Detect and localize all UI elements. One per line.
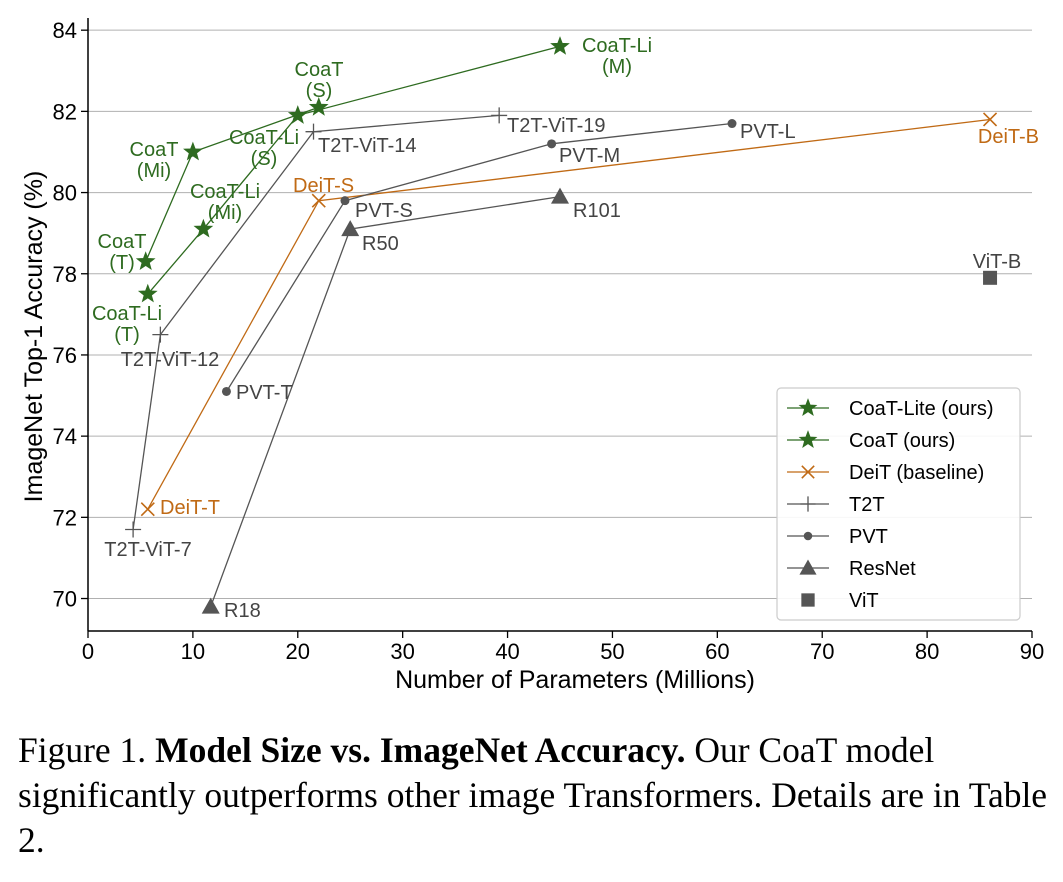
label-vit-b: ViT-B <box>973 251 1022 273</box>
point-r101 <box>551 187 569 204</box>
legend-label-vit: ViT <box>849 590 879 612</box>
label-deit-b: DeiT-B <box>978 126 1039 148</box>
y-axis-title: ImageNet Top-1 Accuracy (%) <box>20 171 48 503</box>
tick-label-y-74: 74 <box>53 424 77 449</box>
label-deit-t: DeiT-T <box>160 497 220 519</box>
figure-caption: Figure 1. Model Size vs. ImageNet Accura… <box>18 728 1053 863</box>
label-pvt-l: PVT-L <box>740 121 796 143</box>
point-vit-b <box>983 270 998 285</box>
point-deit-b <box>982 112 998 127</box>
label-coat-s: CoaT (S) <box>295 59 344 102</box>
caption-bold-title: Model Size vs. ImageNet Accuracy. <box>155 730 686 770</box>
tick-label-x-20: 20 <box>286 639 310 664</box>
legend-marker-t2t <box>800 496 816 512</box>
label-pvt-t: PVT-T <box>236 382 293 404</box>
point-t2t-vit-19 <box>491 107 508 124</box>
accuracy-vs-params-chart: 70 72 74 76 78 80 82 84 0 10 20 30 40 50 60 70 80 90 Numbe… <box>20 18 1044 694</box>
point-coat-t <box>135 251 156 270</box>
label-r18: R18 <box>224 600 261 622</box>
label-coat-li-mi: CoaT-Li (Mi) <box>190 181 260 224</box>
point-pvt-s <box>340 196 350 206</box>
legend-marker-deit-baseline <box>801 465 815 479</box>
label-coat-li-t: CoaT-Li (T) <box>92 303 162 346</box>
point-pvt-m <box>547 139 557 149</box>
tick-label-x-70: 70 <box>810 639 834 664</box>
point-deit-t <box>140 502 155 517</box>
tick-label-x-10: 10 <box>181 639 205 664</box>
legend-marker-vit <box>801 593 815 607</box>
label-t2t-vit-14: T2T-ViT-14 <box>318 135 417 157</box>
tick-label-x-50: 50 <box>600 639 624 664</box>
legend-marker-coat-lite-ours <box>798 398 818 416</box>
tick-label-x-90: 90 <box>1020 639 1044 664</box>
label-t2t-vit-12: T2T-ViT-12 <box>121 349 220 371</box>
legend-marker-coat-ours <box>798 430 818 448</box>
legend-label-coat-lite-ours: CoaT-Lite (ours) <box>849 398 994 420</box>
label-coat-t: CoaT (T) <box>98 231 147 274</box>
point-coat-li-m <box>550 36 570 55</box>
label-r50: R50 <box>362 233 399 255</box>
tick-label-y-76: 76 <box>53 343 77 368</box>
label-t2t-vit-7: T2T-ViT-7 <box>104 539 191 561</box>
point-coat-s <box>308 96 329 116</box>
point-r18 <box>201 597 220 614</box>
legend-label-pvt: PVT <box>849 526 888 548</box>
label-pvt-s: PVT-S <box>355 200 413 222</box>
legend-label-t2t: T2T <box>849 494 885 516</box>
point-r50 <box>341 220 360 237</box>
point-pvt-t <box>221 386 231 396</box>
label-coat-li-m: CoaT-Li (M) <box>582 35 652 78</box>
tick-label-x-30: 30 <box>390 639 414 664</box>
label-deit-s: DeiT-S <box>293 175 354 197</box>
tick-label-x-0: 0 <box>82 639 94 664</box>
tick-label-y-78: 78 <box>53 262 77 287</box>
series-line-pvt <box>225 122 733 392</box>
series-line-coat-lite-ours <box>147 45 561 295</box>
point-t2t-vit-14 <box>305 123 322 140</box>
tick-label-x-80: 80 <box>915 639 939 664</box>
legend-label-deit-baseline: DeiT (baseline) <box>849 462 984 484</box>
tick-label-y-80: 80 <box>53 181 77 206</box>
point-pvt-l <box>727 119 737 129</box>
label-pvt-m: PVT-M <box>559 145 620 167</box>
point-t2t-vit-7 <box>125 521 142 538</box>
point-deit-s <box>311 193 326 208</box>
legend-label-resnet: ResNet <box>849 558 916 580</box>
series-line-t2t <box>132 114 500 530</box>
x-axis-title: Number of Parameters (Millions) <box>395 666 755 694</box>
label-coat-mi: CoaT (Mi) <box>130 139 179 182</box>
tick-label-y-72: 72 <box>53 505 77 530</box>
label-r101: R101 <box>573 200 621 222</box>
tick-label-y-84: 84 <box>53 18 77 43</box>
point-t2t-vit-12 <box>152 326 169 343</box>
point-coat-li-mi <box>193 218 214 238</box>
point-coat-mi <box>183 141 203 161</box>
point-coat-li-t <box>137 283 158 303</box>
tick-label-y-82: 82 <box>53 99 77 124</box>
legend-marker-pvt <box>803 531 813 541</box>
caption-prefix: Figure 1. <box>18 730 156 770</box>
tick-label-x-60: 60 <box>705 639 729 664</box>
tick-label-y-70: 70 <box>53 587 77 612</box>
legend-marker-resnet <box>799 559 817 575</box>
legend-box <box>776 387 1021 621</box>
label-t2t-vit-19: T2T-ViT-19 <box>507 115 606 137</box>
label-coat-li-s: CoaT-Li (S) <box>229 127 299 170</box>
legend-label-coat-ours: CoaT (ours) <box>849 430 955 452</box>
caption-text: Our CoaT model significantly outperforms… <box>18 730 1048 860</box>
tick-label-x-40: 40 <box>495 639 519 664</box>
